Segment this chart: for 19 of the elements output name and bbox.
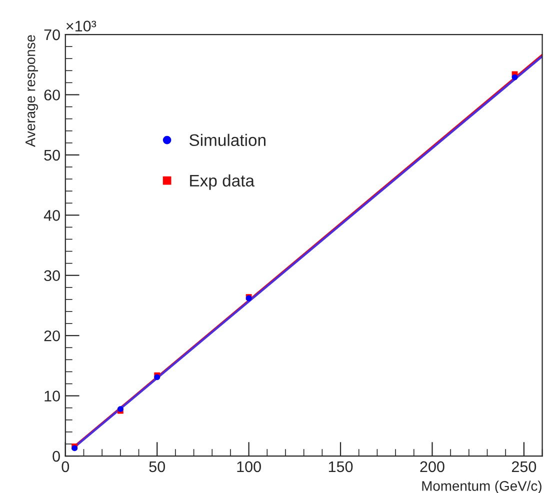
- y-tick-label: 30: [44, 270, 60, 282]
- y-tick-label: 60: [44, 90, 60, 100]
- x-tick-label: 150: [328, 461, 353, 472]
- text: ×10³: [66, 20, 96, 32]
- point: [512, 74, 518, 80]
- y-tick-label: 40: [44, 210, 60, 221]
- x-tick-label: 250: [512, 461, 536, 472]
- y-axis-title: Average response: [26, 35, 38, 147]
- legend-label: Simulation: [189, 134, 266, 146]
- x-tick-label: 50: [149, 461, 166, 472]
- y-tick-label: 50: [44, 150, 60, 161]
- y-tick-label: 20: [44, 330, 60, 342]
- y-tick-label: 70: [44, 29, 60, 40]
- x-tick-label: 0: [62, 461, 70, 472]
- x-tick-label: 100: [237, 461, 261, 472]
- x-tick-label: 200: [420, 461, 444, 472]
- y-tick-label: 0: [52, 450, 60, 462]
- y-tick-label: 10: [44, 390, 60, 402]
- legend-label: Exp data: [190, 174, 255, 190]
